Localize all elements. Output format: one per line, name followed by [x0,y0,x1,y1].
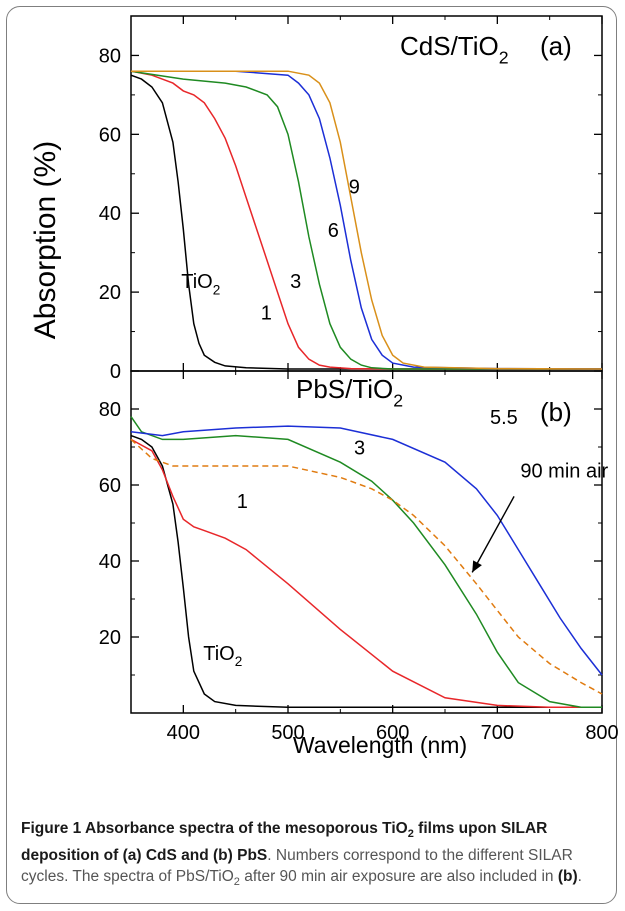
panel-title-b: PbS/TiO2 [296,374,403,410]
x-tick-label: 500 [271,722,304,744]
series-annotation: 9 [349,177,360,199]
series-annotation: 1 [261,303,272,325]
figure-frame [6,6,617,904]
panel-frame-a [130,15,603,372]
series-annotation: TiO2 [203,643,242,669]
y-tick-label: 80 [99,399,121,421]
series-annotation: 5.5 [490,407,518,429]
caption-title-subscript: 2 [407,828,414,841]
y-axis-label: Absorption (%) [29,141,62,339]
series-annotation: 1 [237,491,248,513]
annotation-arrow-line [471,496,515,573]
figure-caption: Figure 1 Absorbance spectra of the mesop… [21,818,613,893]
y-tick-label: 20 [99,627,121,649]
y-tick-label: 40 [99,551,121,573]
series-line-3 [130,70,602,370]
series-line-6 [131,70,603,370]
x-tick-label: 700 [481,722,514,744]
caption-title-part: Figure 1 Absorbance spectra of the mesop… [21,820,408,837]
x-axis-label: Wavelength (nm) [293,732,467,758]
x-tick-label: 800 [585,722,618,744]
panel-label-a: (a) [540,31,572,61]
panel-label-b: (b) [540,397,572,427]
series-line-5.5 [130,425,603,676]
panel-a: 0 20 40 60 80 TiO2 13 69 CdS/TiO2 (a) [99,15,603,383]
caption-body: . Numbers correspond to the different SI… [21,847,573,889]
panel-frame-b [130,370,603,714]
series-line-3 [130,416,602,709]
y-tick-label: 40 [99,203,121,225]
caption-panel-reference: (b) [557,868,578,886]
caption-body-end: . [577,868,582,886]
caption-title-part: films upon SILAR deposition of (a) CdS a… [21,820,548,865]
y-tick-label: 0 [110,361,121,383]
series-line-1 [130,438,602,709]
y-tick-label: 60 [99,475,121,497]
caption-body-part: after 90 min air exposure are also inclu… [239,868,558,886]
y-tick-label: 20 [99,282,121,304]
panel-title-a: CdS/TiO2 [400,31,509,67]
caption-title: Figure 1 Absorbance spectra of the mesop… [21,820,547,864]
caption-body-part: . Numbers correspond to the different SI… [21,847,573,886]
series-annotation: 90 min air [520,460,608,482]
series-annotation: TiO2 [181,271,220,297]
series-line-1 [130,70,602,370]
x-tick-label: 400 [167,722,200,744]
y-tick-label: 60 [99,124,121,146]
series-annotation: 3 [354,438,365,460]
series-line-90-min-air [130,438,603,695]
series-line-9 [131,70,603,370]
y-tick-label: 80 [99,45,121,67]
x-tick-label: 600 [376,722,409,744]
caption-body-subscript: 2 [233,876,240,889]
panel-b: 20 40 60 80 TiO2 1 3 5.5 90 min air PbS/TiO2 (b) [99,370,609,714]
series-line-tio2 [130,434,602,709]
series-annotation: 6 [328,220,339,242]
series-line-tio2 [130,74,602,370]
annotation-arrow-head [472,560,482,573]
series-annotation: 3 [290,271,301,293]
